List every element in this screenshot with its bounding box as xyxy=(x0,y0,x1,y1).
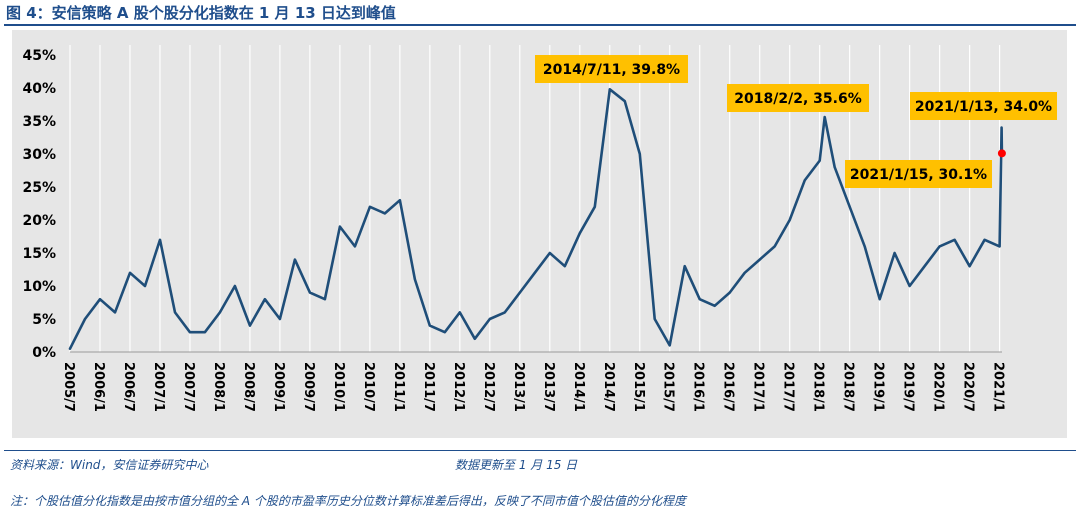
x-tick-label: 2020/1 xyxy=(931,362,946,412)
x-tick-label: 2012/7 xyxy=(481,362,496,412)
series-group xyxy=(68,88,1006,350)
x-tick-label: 2020/7 xyxy=(961,362,976,412)
grid-lines xyxy=(69,45,1001,352)
line-chart: 0% 5% 10% 15% 20% 25% 30% 35% 40% 45% 2005/7 2006/… xyxy=(22,45,1057,412)
x-tick-label: 2012/1 xyxy=(451,362,466,412)
y-tick-label: 35% xyxy=(22,114,56,130)
x-axis-ticks: 2005/7 2006/1 2006/7 2007/1 2007/7 2008/1 2008… xyxy=(61,362,1006,412)
y-tick-label: 45% xyxy=(22,48,56,64)
y-tick-label: 40% xyxy=(22,81,56,97)
x-tick-label: 2006/1 xyxy=(91,362,106,412)
figure-title: 图 4：安信策略 A 股个股分化指数在 1 月 13 日达到峰值 xyxy=(6,4,396,22)
x-tick-label: 2007/7 xyxy=(181,362,196,412)
latest-point-marker xyxy=(997,149,1006,158)
callout-box xyxy=(845,160,992,188)
plot-area xyxy=(12,30,1067,438)
x-tick-label: 2010/7 xyxy=(361,362,376,412)
x-tick-label: 2005/7 xyxy=(61,362,76,412)
y-tick-label: 15% xyxy=(22,246,56,262)
x-tick-label: 2019/1 xyxy=(871,362,886,412)
x-tick-label: 2014/7 xyxy=(601,362,616,412)
x-tick-label: 2021/1 xyxy=(991,362,1006,412)
x-tick-label: 2018/7 xyxy=(841,362,856,412)
x-tick-label: 2008/1 xyxy=(211,362,226,412)
x-tick-label: 2015/1 xyxy=(631,362,646,412)
x-tick-label: 2007/1 xyxy=(151,362,166,412)
callout-label: 2021/1/13, 34.0% xyxy=(915,99,1052,115)
y-axis-ticks: 0% 5% 10% 15% 20% 25% 30% 35% 40% 45% xyxy=(22,48,56,361)
x-tick-label: 2009/1 xyxy=(271,362,286,412)
y-tick-label: 5% xyxy=(32,312,56,328)
y-tick-label: 10% xyxy=(22,279,56,295)
update-note: 数据更新至 1 月 15 日 xyxy=(455,458,578,472)
x-tick-label: 2009/7 xyxy=(301,362,316,412)
source-note: 资料来源：Wind，安信证券研究中心 xyxy=(10,458,209,472)
callout-label: 2018/2/2, 35.6% xyxy=(734,91,861,107)
x-tick-label: 2008/7 xyxy=(241,362,256,412)
x-tick-label: 2011/1 xyxy=(391,362,406,412)
x-tick-label: 2010/1 xyxy=(331,362,346,412)
x-tick-label: 2013/1 xyxy=(511,362,526,412)
x-tick-label: 2016/1 xyxy=(691,362,706,412)
callout-box xyxy=(535,55,688,83)
x-tick-label: 2017/1 xyxy=(751,362,766,412)
callout-box xyxy=(727,84,869,112)
y-tick-label: 0% xyxy=(32,345,56,361)
callout-box xyxy=(910,92,1057,120)
x-tick-label: 2019/7 xyxy=(901,362,916,412)
x-tick-label: 2016/7 xyxy=(721,362,736,412)
x-tick-label: 2013/7 xyxy=(541,362,556,412)
x-tick-label: 2011/7 xyxy=(421,362,436,412)
footnote: 注：个股估值分化指数是由按市值分组的全 A 个股的市盈率历史分位数计算标准差后得… xyxy=(10,494,686,508)
title-divider xyxy=(4,24,1076,26)
footer-divider xyxy=(4,450,1076,451)
x-tick-label: 2017/7 xyxy=(781,362,796,412)
y-tick-label: 30% xyxy=(22,147,56,163)
y-tick-label: 25% xyxy=(22,180,56,196)
callout-label: 2014/7/11, 39.8% xyxy=(543,62,680,78)
x-tick-label: 2014/1 xyxy=(571,362,586,412)
series-line xyxy=(68,88,1004,350)
y-tick-label: 20% xyxy=(22,213,56,229)
annotations: 2014/7/11, 39.8% 2018/2/2, 35.6% 2021/1/13… xyxy=(535,55,1057,188)
callout-label: 2021/1/15, 30.1% xyxy=(850,167,987,183)
x-tick-label: 2015/7 xyxy=(661,362,676,412)
x-tick-label: 2018/1 xyxy=(811,362,826,412)
x-tick-label: 2006/7 xyxy=(121,362,136,412)
